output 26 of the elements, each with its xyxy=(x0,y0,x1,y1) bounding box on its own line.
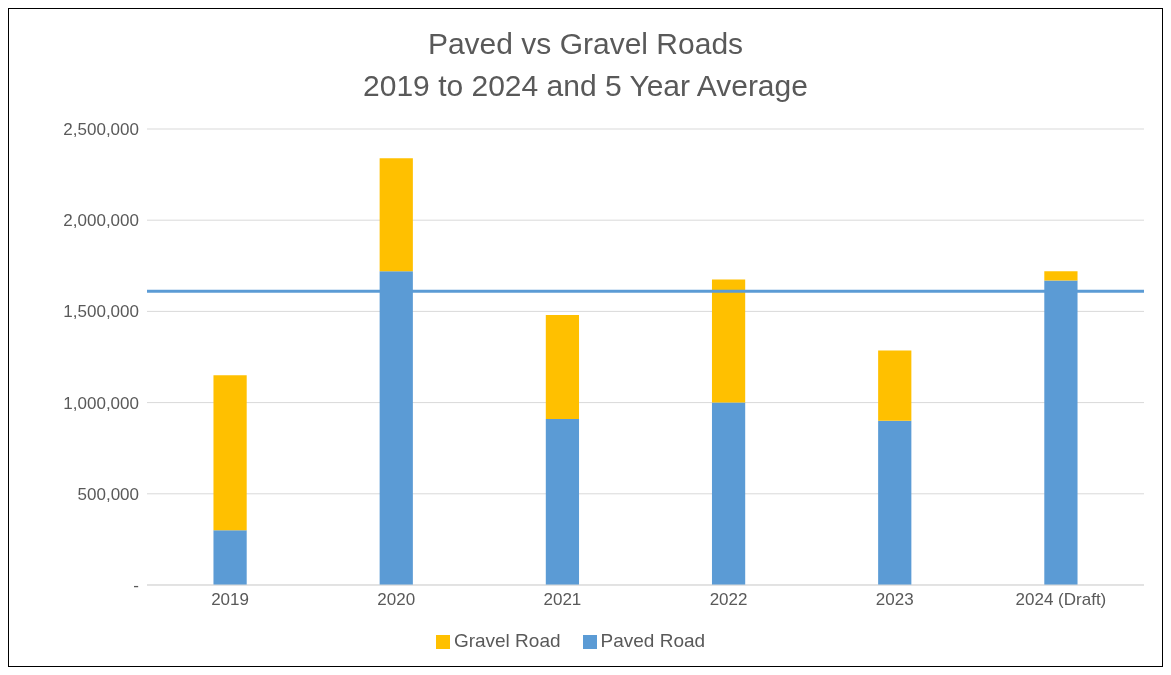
y-tick-label: - xyxy=(133,576,139,596)
y-tick-label: 1,500,000 xyxy=(63,302,139,322)
chart-title: Paved vs Gravel Roads xyxy=(426,26,745,62)
y-tick-label: 500,000 xyxy=(77,484,139,504)
x-tick-label: 2020 xyxy=(377,590,416,610)
legend-label: Gravel Road xyxy=(453,630,561,651)
bar xyxy=(213,375,247,531)
y-tick-label: 1,000,000 xyxy=(63,393,139,413)
bar xyxy=(1044,271,1078,281)
x-tick-label: 2019 xyxy=(211,590,249,610)
bar xyxy=(545,315,580,420)
x-tick-label: 2024 (Draft) xyxy=(1015,590,1107,610)
bar xyxy=(711,402,746,585)
bar xyxy=(878,350,912,421)
legend-label: Paved Road xyxy=(600,630,706,651)
bar xyxy=(711,279,746,403)
x-tick-label: 2023 xyxy=(875,590,914,610)
bar xyxy=(213,530,247,585)
x-tick-label: 2022 xyxy=(709,590,748,610)
bar xyxy=(545,419,580,585)
bar xyxy=(379,158,413,272)
y-tick-label: 2,000,000 xyxy=(63,211,139,231)
bar xyxy=(878,420,912,585)
chart-subtitle: 2019 to 2024 and 5 Year Average xyxy=(362,68,809,104)
y-tick-label: 2,500,000 xyxy=(63,120,139,140)
x-tick-label: 2021 xyxy=(543,590,582,610)
